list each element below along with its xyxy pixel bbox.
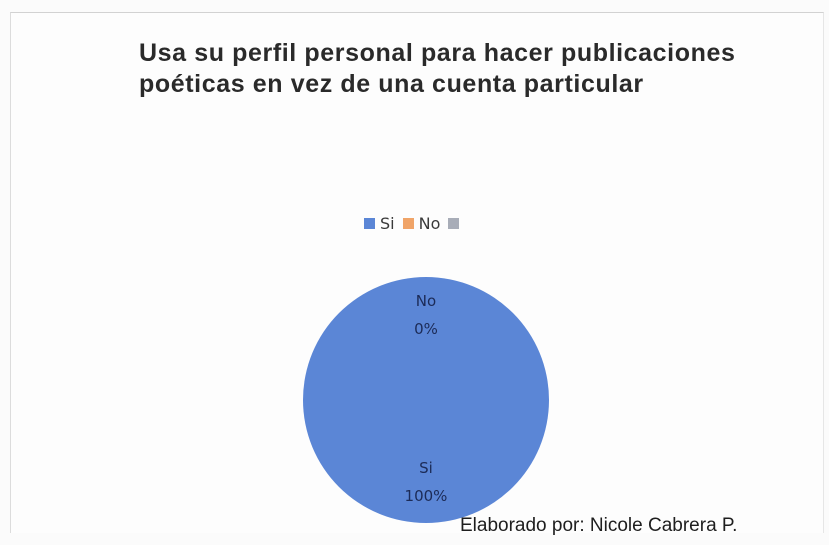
legend-label-no: No <box>418 213 441 233</box>
legend-item-si: Si <box>364 214 395 233</box>
legend-swatch-si <box>364 217 375 229</box>
credit-text: Elaborado por: Nicole Cabrera P. <box>460 515 738 536</box>
chart-title: Usa su perfil personal para hacer public… <box>139 39 736 98</box>
chart-legend: Si No <box>364 212 472 234</box>
data-label-no-name: No <box>416 292 436 310</box>
data-label-si-name: Si <box>419 459 433 477</box>
legend-item-unlabeled <box>448 217 464 229</box>
data-label-si-percent: 100% <box>405 487 448 505</box>
legend-swatch-unlabeled <box>448 217 460 229</box>
legend-label-si: Si <box>380 213 395 233</box>
legend-swatch-no <box>402 217 414 229</box>
data-label-no-percent: 0% <box>414 320 438 338</box>
legend-item-no: No <box>402 213 441 233</box>
pie-data-labels: Si 100% No 0% <box>405 292 448 505</box>
pie-slice-si <box>303 277 549 523</box>
pie-slices <box>303 277 549 523</box>
